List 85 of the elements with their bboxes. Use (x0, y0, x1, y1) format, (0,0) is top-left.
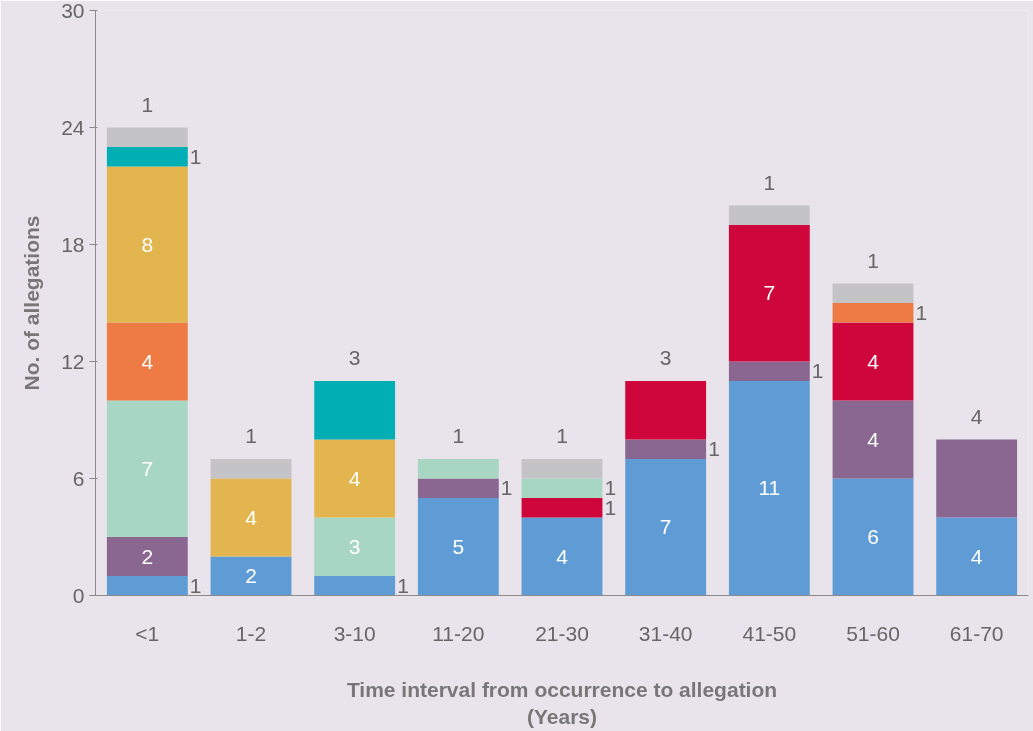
bar (106, 147, 188, 167)
bar (106, 537, 188, 576)
bar (832, 283, 914, 303)
x-tick-label: 1-2 (235, 621, 267, 645)
data-label: 3 (348, 534, 361, 558)
data-label: 1 (397, 573, 409, 597)
data-label: 11 (758, 476, 781, 500)
x-tick-label: 31-40 (638, 621, 693, 645)
data-label: 7 (763, 281, 776, 305)
data-label: 1 (811, 359, 824, 383)
data-label: 1 (189, 144, 202, 168)
bar (106, 576, 188, 596)
data-label: 4 (556, 544, 569, 568)
data-label: 1 (556, 424, 568, 448)
bar (521, 498, 603, 518)
data-label: 8 (141, 232, 154, 256)
data-label: 4 (867, 349, 880, 373)
x-tick-label: 3-10 (333, 621, 376, 645)
data-label: 1 (500, 476, 513, 500)
data-label: 2 (141, 544, 154, 568)
bar (728, 225, 810, 362)
y-tick-label: 24 (61, 115, 85, 139)
x-tick-label: 21-30 (535, 621, 589, 645)
data-label: 1 (141, 92, 154, 116)
data-label: 7 (141, 456, 154, 480)
bar (521, 517, 603, 596)
data-label: 1 (763, 170, 776, 194)
data-label: 1 (915, 300, 928, 324)
data-label: 1 (245, 424, 257, 448)
x-tick-label: 61-70 (949, 621, 1004, 645)
bar (210, 478, 292, 557)
data-label: 4 (970, 544, 983, 568)
data-label: 7 (659, 515, 672, 539)
bar (625, 459, 707, 596)
bar (936, 439, 1018, 518)
bar (832, 303, 914, 323)
bar (210, 459, 292, 479)
data-label: 5 (452, 534, 465, 558)
bar (832, 400, 914, 479)
data-label: 3 (348, 346, 361, 370)
bar (832, 322, 914, 401)
y-tick-label: 12 (61, 349, 85, 373)
bar (832, 478, 914, 596)
bar (521, 459, 603, 479)
data-label: 1 (708, 437, 720, 461)
bar (106, 400, 188, 537)
data-label: 6 (867, 525, 879, 548)
data-label: 4 (970, 404, 983, 428)
bar (728, 381, 810, 596)
data-label: 4 (348, 466, 361, 490)
bar (417, 478, 499, 498)
bar (417, 498, 499, 596)
y-axis-title: No. of allegations (20, 215, 44, 391)
data-label: 2 (245, 564, 257, 587)
y-tick-label: 30 (61, 0, 85, 22)
x-axis-title: Time interval from occurrence to allegation (Years) (346, 677, 778, 729)
y-tick-label: 0 (72, 583, 85, 607)
x-tick-label: <1 (135, 621, 160, 645)
data-label: 1 (867, 248, 879, 272)
x-tick-label: 11-20 (432, 621, 485, 645)
x-tick-label: 51-60 (846, 621, 900, 645)
data-label: 4 (245, 505, 258, 529)
data-label: 1 (452, 424, 465, 448)
data-label: 4 (867, 427, 880, 451)
x-tick-label: 41-50 (742, 621, 797, 645)
bar (936, 517, 1018, 596)
y-tick-label: 6 (72, 466, 85, 490)
bar (314, 517, 396, 576)
y-tick-label: 18 (61, 232, 85, 256)
bar (728, 361, 810, 381)
bar (106, 127, 188, 147)
bar (314, 576, 396, 596)
bar (106, 166, 188, 323)
data-label: 3 (659, 346, 672, 370)
bar (106, 322, 188, 401)
data-label: 1 (189, 573, 202, 597)
bar (625, 381, 707, 440)
bar (314, 439, 396, 518)
bar (314, 381, 396, 440)
bar (625, 439, 707, 459)
bar (210, 556, 292, 596)
bar (728, 205, 810, 225)
data-label: 4 (141, 349, 154, 373)
bar (417, 459, 499, 479)
bar (521, 478, 603, 498)
